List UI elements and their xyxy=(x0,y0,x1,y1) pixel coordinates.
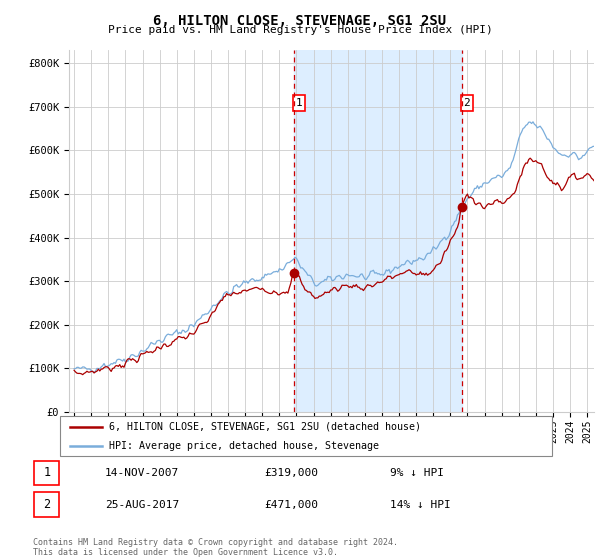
Text: 9% ↓ HPI: 9% ↓ HPI xyxy=(390,468,444,478)
Text: £471,000: £471,000 xyxy=(264,500,318,510)
FancyBboxPatch shape xyxy=(60,416,552,456)
Text: 2: 2 xyxy=(464,98,470,108)
Text: 6, HILTON CLOSE, STEVENAGE, SG1 2SU (detached house): 6, HILTON CLOSE, STEVENAGE, SG1 2SU (det… xyxy=(109,422,421,432)
Text: 6, HILTON CLOSE, STEVENAGE, SG1 2SU: 6, HILTON CLOSE, STEVENAGE, SG1 2SU xyxy=(154,14,446,28)
Text: £319,000: £319,000 xyxy=(264,468,318,478)
FancyBboxPatch shape xyxy=(34,460,59,485)
Text: Contains HM Land Registry data © Crown copyright and database right 2024.
This d: Contains HM Land Registry data © Crown c… xyxy=(33,538,398,557)
Text: Price paid vs. HM Land Registry's House Price Index (HPI): Price paid vs. HM Land Registry's House … xyxy=(107,25,493,35)
Text: 25-AUG-2017: 25-AUG-2017 xyxy=(105,500,179,510)
Text: 2: 2 xyxy=(43,498,50,511)
Text: HPI: Average price, detached house, Stevenage: HPI: Average price, detached house, Stev… xyxy=(109,441,379,450)
Text: 14% ↓ HPI: 14% ↓ HPI xyxy=(390,500,451,510)
Text: 14-NOV-2007: 14-NOV-2007 xyxy=(105,468,179,478)
Text: 1: 1 xyxy=(295,98,302,108)
Bar xyxy=(293,50,462,412)
Text: 1: 1 xyxy=(43,466,50,479)
FancyBboxPatch shape xyxy=(34,492,59,517)
